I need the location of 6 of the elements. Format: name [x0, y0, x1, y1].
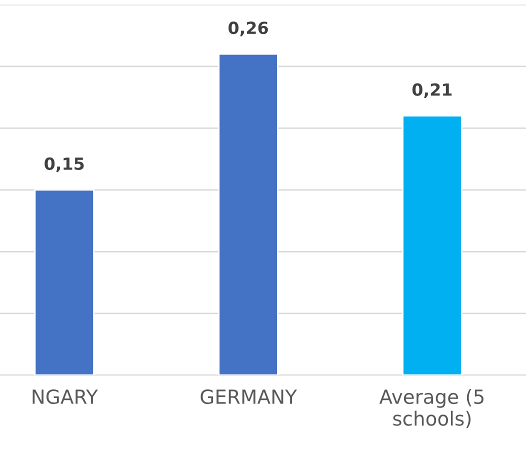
x-tick-label: GERMANY	[200, 389, 298, 404]
x-tick-label: NGARY	[32, 389, 98, 404]
data-label: 0,21	[412, 83, 452, 98]
x-tick-label: Average (5 schools)	[379, 389, 484, 428]
data-label: 0,15	[44, 157, 84, 172]
data-label: 0,26	[228, 22, 268, 36]
